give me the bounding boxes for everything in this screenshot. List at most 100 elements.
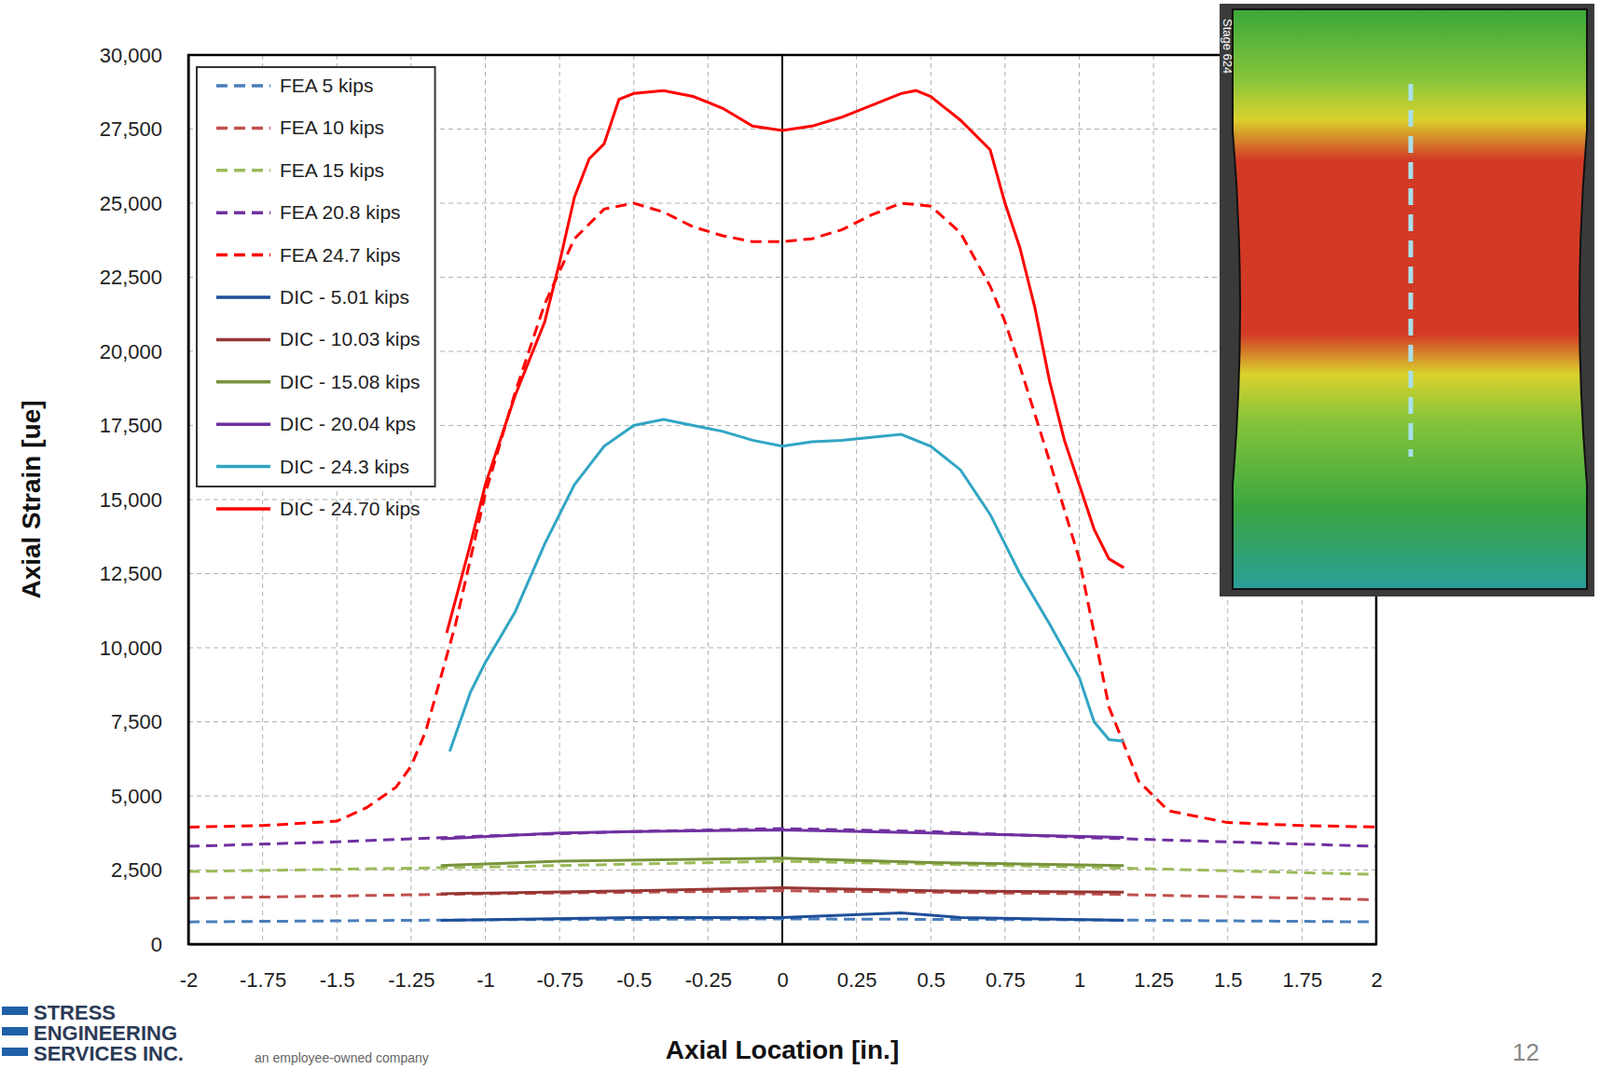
x-tick-label: -0.75 <box>537 968 584 993</box>
y-tick: 5,000 <box>110 785 189 809</box>
logo-bar <box>1 1048 28 1057</box>
legend-swatch <box>216 210 271 215</box>
y-tick-label: 10,000 <box>99 636 163 661</box>
inset-stage-label: Stage 624 <box>1220 18 1235 74</box>
legend-swatch <box>216 126 271 131</box>
series-line <box>188 203 1377 828</box>
legend-label: FEA 5 kips <box>279 74 373 97</box>
y-tick-label: 5,000 <box>110 785 163 809</box>
grid-line-y <box>188 573 1377 575</box>
x-tick: 0.75 <box>985 944 1026 993</box>
legend-label: FEA 15 kips <box>279 159 385 181</box>
x-tick-label: 0.75 <box>985 968 1026 993</box>
series-line <box>188 828 1377 847</box>
x-axis-title: Axial Location [in.] <box>665 1035 899 1065</box>
inset-image: Stage 624 <box>1219 3 1595 597</box>
legend-label: FEA 10 kips <box>279 116 385 138</box>
grid <box>188 55 1377 945</box>
y-tick: 20,000 <box>99 340 189 364</box>
x-tick-label: 1.75 <box>1282 968 1323 993</box>
y-tick-label: 7,500 <box>110 710 163 734</box>
y-tick-label: 15,000 <box>99 488 163 512</box>
x-tick-label: 2 <box>1370 968 1382 993</box>
y-tick-label: 2,500 <box>110 858 163 883</box>
grid-line-y <box>188 648 1377 649</box>
y-tick: 22,500 <box>99 265 189 290</box>
series-line <box>188 919 1377 923</box>
inset-extract-line <box>1408 83 1414 457</box>
logo-bar <box>1 1027 28 1036</box>
y-tick: 17,500 <box>99 413 189 438</box>
y-tick-label: 17,500 <box>99 413 163 438</box>
y-tick: 27,500 <box>99 117 189 141</box>
y-tick: 25,000 <box>99 192 189 216</box>
x-tick-label: -0.25 <box>685 968 732 993</box>
legend-swatch <box>216 465 271 469</box>
grid-line-y <box>188 796 1377 798</box>
x-tick: -2 <box>179 944 199 993</box>
y-tick: 12,500 <box>99 562 189 586</box>
y-tick: 0 <box>151 933 189 957</box>
legend-label: DIC - 24.70 kips <box>279 497 421 520</box>
x-tick-label: -1 <box>476 968 496 993</box>
y-tick-label: 20,000 <box>99 340 163 364</box>
legend-swatch <box>216 83 271 88</box>
page-number: 12 <box>1512 1038 1540 1067</box>
legend-swatch <box>216 380 271 385</box>
series-line <box>188 891 1377 901</box>
chart: -2 -1.75 -1.5 -1.25 -1 -0.75 -0.5 -0.25 0 0.25 0.5… <box>0 0 1600 1069</box>
logo-text: SERVICES INC. <box>33 1042 184 1066</box>
y-tick-label: 22,500 <box>99 265 163 290</box>
x-tick-label: 1.25 <box>1133 968 1174 993</box>
x-tick: 0.25 <box>837 944 878 993</box>
x-tick-label: 1 <box>1074 968 1086 993</box>
x-tick: 1.5 <box>1213 944 1243 993</box>
series-line <box>441 888 1125 895</box>
plot-frame <box>188 55 1377 945</box>
legend-swatch <box>216 295 271 300</box>
legend-label: DIC - 20.04 kps <box>279 413 416 435</box>
x-tick-label: -0.5 <box>616 968 652 993</box>
x-tick: 1.25 <box>1133 944 1174 993</box>
legend-swatch <box>216 507 271 511</box>
x-tick-label: 1.5 <box>1213 968 1243 993</box>
y-tick-label: 0 <box>151 933 163 957</box>
series-line <box>449 419 1124 752</box>
legend-swatch <box>216 338 271 343</box>
legend-label: DIC - 10.03 kips <box>279 328 421 350</box>
inset-background <box>1219 3 1595 597</box>
x-tick: 0 <box>776 944 788 993</box>
logo: STRESSENGINEERINGSERVICES INC. <box>1 1001 184 1066</box>
x-tick: 0.5 <box>916 944 946 993</box>
legend-label: DIC - 15.08 kips <box>279 371 421 393</box>
grid-line-x <box>781 55 784 945</box>
series-line <box>441 913 1125 922</box>
x-tick: 1.75 <box>1282 944 1323 993</box>
x-tick: -1.25 <box>387 944 435 993</box>
logo-bar <box>1 1006 28 1016</box>
x-tick: -1.75 <box>239 944 287 993</box>
x-tick: 1 <box>1074 944 1086 993</box>
legend-label: DIC - 24.3 kips <box>279 455 410 478</box>
legend-label: DIC - 5.01 kips <box>279 286 410 308</box>
legend-label: FEA 24.7 kips <box>279 244 401 266</box>
inset-specimen <box>1232 9 1587 590</box>
x-tick: -0.5 <box>616 944 652 993</box>
x-axis: -2 -1.75 -1.5 -1.25 -1 -0.75 -0.5 -0.25 0 0.25 0.5… <box>179 944 1383 993</box>
legend: FEA 5 kips FEA 10 kips FEA 15 kips FEA 20.8… <box>196 67 436 520</box>
y-tick: 10,000 <box>99 636 189 661</box>
x-tick: -1 <box>476 944 496 993</box>
x-tick-label: 0.5 <box>916 968 946 993</box>
y-axis-title: Axial Strain [ue] <box>16 400 46 599</box>
tagline: an employee-owned company <box>254 1050 429 1066</box>
x-tick-label: -1.25 <box>387 968 435 993</box>
y-tick: 15,000 <box>99 488 189 512</box>
y-tick-label: 25,000 <box>99 192 163 216</box>
x-tick-label: -1.5 <box>319 968 356 993</box>
series-line <box>446 90 1124 634</box>
legend-label: FEA 20.8 kips <box>279 201 401 223</box>
legend-box <box>196 67 436 487</box>
plot-area <box>188 90 1377 923</box>
series-line <box>441 858 1125 867</box>
y-axis: 0 2,500 5,000 7,500 10,000 12,500 15,000 17,500… <box>99 43 190 957</box>
